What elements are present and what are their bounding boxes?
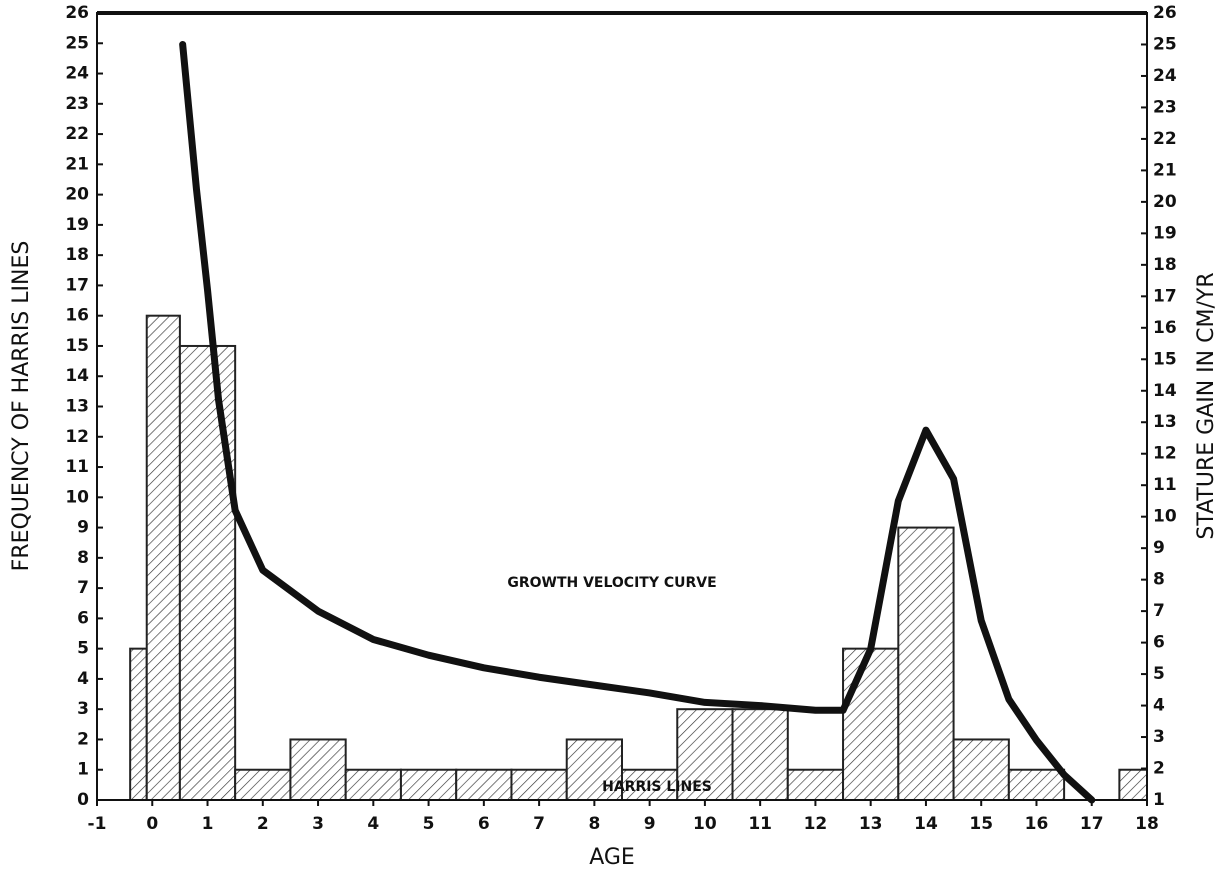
y2-tick-label: 12 bbox=[1153, 444, 1177, 464]
x-tick-label: 13 bbox=[859, 814, 883, 834]
annotation: GROWTH VELOCITY CURVE bbox=[507, 575, 716, 591]
x-tick-label: 5 bbox=[423, 814, 435, 834]
histogram-bar bbox=[178, 344, 237, 801]
y-tick-label: 18 bbox=[65, 245, 89, 265]
x-tick-label: 10 bbox=[693, 814, 717, 834]
y-tick-label: 7 bbox=[77, 578, 89, 598]
histogram-bar bbox=[129, 647, 148, 802]
y2-tick-label: 26 bbox=[1153, 3, 1177, 23]
y-tick-label: 15 bbox=[65, 336, 89, 356]
histogram-bar bbox=[897, 526, 955, 801]
y2-tick-label: 6 bbox=[1153, 633, 1165, 653]
histogram-bar bbox=[234, 768, 292, 802]
y-tick-label: 10 bbox=[65, 487, 89, 507]
y-tick-label: 2 bbox=[77, 729, 89, 749]
x-tick-label: 15 bbox=[969, 814, 993, 834]
x-tick-label: 7 bbox=[533, 814, 545, 834]
y-tick-label: 12 bbox=[65, 427, 89, 447]
x-tick-label: 1 bbox=[202, 814, 214, 834]
y-tick-label: 20 bbox=[65, 185, 89, 205]
y2-tick-label: 5 bbox=[1153, 664, 1165, 684]
histogram-bar bbox=[455, 768, 513, 802]
histogram-bar bbox=[344, 768, 402, 802]
x-tick-label: 17 bbox=[1080, 814, 1104, 834]
plot-frame bbox=[96, 12, 1148, 801]
x-tick-label: 3 bbox=[312, 814, 324, 834]
histogram-bar bbox=[289, 738, 347, 802]
y2-tick-label: 4 bbox=[1153, 696, 1165, 716]
y2-tick-label: 2 bbox=[1153, 759, 1165, 779]
y2-axis-title: STATURE GAIN IN CM/YR bbox=[1194, 272, 1219, 539]
x-tick-label: -1 bbox=[88, 814, 107, 834]
y-tick-label: 0 bbox=[77, 790, 89, 810]
y2-tick-label: 7 bbox=[1153, 601, 1165, 621]
histogram-bar bbox=[842, 647, 900, 802]
y2-tick-label: 23 bbox=[1153, 97, 1177, 117]
y2-tick-label: 18 bbox=[1153, 255, 1177, 275]
y-tick-label: 19 bbox=[65, 215, 89, 235]
y2-tick-label: 13 bbox=[1153, 412, 1177, 432]
y-tick-label: 24 bbox=[65, 64, 89, 84]
x-tick-label: 0 bbox=[146, 814, 158, 834]
y2-tick-label: 11 bbox=[1153, 475, 1177, 495]
y-tick-label: 25 bbox=[65, 33, 89, 53]
x-tick-label: 11 bbox=[748, 814, 772, 834]
y-tick-label: 26 bbox=[65, 3, 89, 23]
histogram-bar bbox=[565, 738, 623, 802]
y2-tick-label: 20 bbox=[1153, 192, 1177, 212]
x-tick-label: 4 bbox=[367, 814, 379, 834]
histogram-bar bbox=[145, 314, 181, 801]
x-tick-label: 18 bbox=[1135, 814, 1159, 834]
y-tick-label: 9 bbox=[77, 518, 89, 538]
y2-tick-label: 24 bbox=[1153, 66, 1177, 86]
histogram-bar bbox=[786, 768, 845, 802]
x-tick-label: 2 bbox=[257, 814, 269, 834]
y2-tick-label: 3 bbox=[1153, 727, 1165, 747]
y2-tick-label: 1 bbox=[1153, 790, 1165, 810]
y2-tick-label: 22 bbox=[1153, 129, 1177, 149]
x-tick-label: 6 bbox=[478, 814, 490, 834]
x-tick-label: 9 bbox=[644, 814, 656, 834]
y2-tick-label: 17 bbox=[1153, 286, 1177, 306]
x-tick-label: 8 bbox=[588, 814, 600, 834]
annotation: HARRIS LINES bbox=[602, 779, 712, 795]
x-axis-title: AGE bbox=[589, 845, 635, 870]
y-tick-label: 14 bbox=[65, 366, 89, 386]
y2-tick-label: 25 bbox=[1153, 34, 1177, 54]
y-tick-label: 8 bbox=[77, 548, 89, 568]
histogram-bar bbox=[510, 768, 568, 802]
histogram-bar bbox=[1007, 768, 1066, 802]
y-tick-label: 1 bbox=[77, 760, 89, 780]
y2-tick-label: 21 bbox=[1153, 160, 1177, 180]
y2-tick-label: 14 bbox=[1153, 381, 1177, 401]
y-tick-label: 21 bbox=[65, 154, 89, 174]
y-axis-title: FREQUENCY OF HARRIS LINES bbox=[9, 241, 34, 572]
x-tick-label: 12 bbox=[804, 814, 828, 834]
y-tick-label: 13 bbox=[65, 397, 89, 417]
y2-tick-label: 19 bbox=[1153, 223, 1177, 243]
y-tick-label: 17 bbox=[65, 275, 89, 295]
y2-tick-label: 8 bbox=[1153, 570, 1165, 590]
histogram-bar bbox=[952, 738, 1010, 802]
y-tick-label: 11 bbox=[65, 457, 89, 477]
y-tick-label: 4 bbox=[77, 669, 89, 689]
y-tick-label: 16 bbox=[65, 306, 89, 326]
y2-tick-label: 16 bbox=[1153, 318, 1177, 338]
y-tick-label: 22 bbox=[65, 124, 89, 144]
histogram-bar bbox=[1118, 768, 1148, 802]
y2-tick-label: 15 bbox=[1153, 349, 1177, 369]
y-tick-label: 6 bbox=[77, 608, 89, 628]
x-tick-label: 16 bbox=[1025, 814, 1049, 834]
histogram-bar bbox=[399, 768, 458, 802]
x-tick-label: 14 bbox=[914, 814, 938, 834]
y-tick-label: 23 bbox=[65, 94, 89, 114]
y2-tick-label: 10 bbox=[1153, 507, 1177, 527]
growth-curve bbox=[179, 40, 1096, 804]
histogram-bar bbox=[731, 708, 789, 802]
y-tick-label: 3 bbox=[77, 699, 89, 719]
y2-tick-label: 9 bbox=[1153, 538, 1165, 558]
y-tick-label: 5 bbox=[77, 639, 89, 659]
